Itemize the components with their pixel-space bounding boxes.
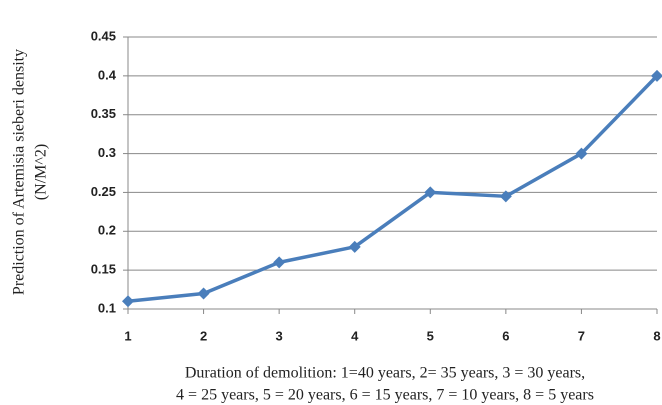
line: [127, 74, 659, 303]
x-axis-label: 4 = 25 years, 5 = 20 years, 6 = 15 years…: [176, 387, 594, 404]
y-axis-label: (N/M^2): [33, 144, 50, 200]
marker: [424, 186, 437, 199]
marker: [197, 287, 210, 300]
y-tick-label: 0.3: [98, 145, 116, 160]
x-tick-label: 8: [653, 328, 660, 343]
y-tick-label: 0.45: [91, 28, 116, 43]
y-tick-label: 0.15: [91, 262, 116, 277]
y-axis-label: Prediction of Artemisia sieberi density: [11, 49, 28, 295]
x-tick-label: 2: [200, 328, 207, 343]
y-tick-label: 0.2: [98, 223, 116, 238]
marker: [499, 190, 512, 203]
marker: [348, 240, 361, 253]
x-tick-label: 5: [427, 328, 434, 343]
x-tick-label: 3: [276, 328, 283, 343]
y-tick-label: 0.35: [91, 106, 116, 121]
marker: [273, 256, 286, 269]
y-tick-label: 0.4: [98, 67, 117, 82]
y-tick-label: 0.25: [91, 184, 116, 199]
x-tick-label: 6: [502, 328, 509, 343]
x-tick-label: 7: [578, 328, 585, 343]
marker: [122, 295, 134, 308]
x-tick-label: 4: [351, 328, 359, 343]
marker: [575, 147, 588, 160]
marker: [651, 69, 662, 82]
x-tick-label: 1: [124, 328, 131, 343]
y-tick-label: 0.1: [98, 300, 116, 315]
x-axis-label: Duration of demolition: 1=40 years, 2= 3…: [185, 365, 585, 382]
